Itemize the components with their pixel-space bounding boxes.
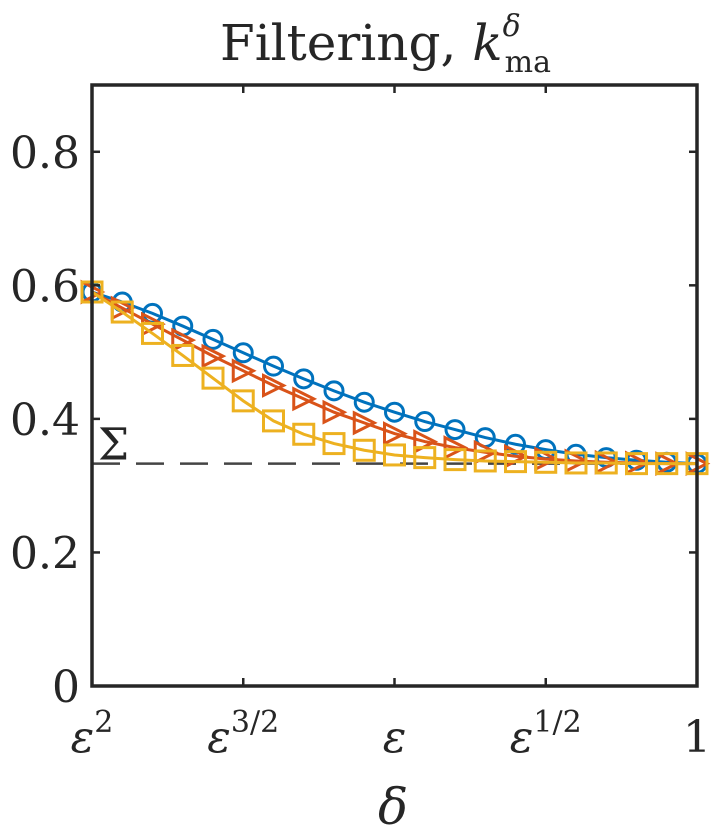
data-point-square	[413, 446, 437, 470]
x-tick-label: ε	[383, 712, 407, 763]
data-point-circle	[323, 380, 345, 402]
data-point-triangle-right	[262, 373, 287, 398]
series-group	[80, 279, 711, 477]
data-point-square	[110, 300, 134, 324]
reference-line-label: Σ	[98, 420, 129, 471]
y-axis-ticks: 0 0.2 0.4 0.6 0.8	[10, 128, 697, 713]
data-point-square	[625, 452, 648, 476]
y-tick-label: 0.6	[10, 261, 80, 312]
data-point-square	[473, 449, 497, 473]
data-point-square	[141, 321, 164, 345]
data-point-square	[322, 432, 346, 456]
data-point-square	[564, 451, 588, 475]
axes	[90, 83, 699, 688]
data-point-square	[655, 452, 679, 476]
data-point-triangle-right	[352, 410, 378, 436]
data-point-circle	[293, 368, 315, 390]
x-tick-label: ε3/2	[207, 705, 279, 763]
data-point-triangle-right	[231, 358, 257, 384]
series-square	[80, 280, 709, 476]
data-point-square	[292, 422, 316, 446]
data-point-square	[534, 450, 558, 474]
data-point-circle	[384, 401, 405, 423]
data-point-square	[443, 448, 467, 472]
data-point-square	[504, 450, 527, 474]
data-point-square	[594, 451, 618, 475]
data-point-square	[201, 366, 225, 390]
data-point-triangle-right	[201, 343, 227, 369]
data-point-circle	[202, 328, 224, 350]
x-tick-label: 1	[683, 712, 711, 763]
data-point-triangle-right	[322, 399, 348, 425]
data-point-square	[383, 443, 406, 467]
data-point-triangle-right	[383, 421, 408, 447]
data-point-triangle-right	[292, 386, 318, 412]
x-tick-label: ε1/2	[510, 705, 582, 763]
data-point-circle	[505, 433, 526, 455]
data-point-triangle-right	[443, 435, 469, 461]
data-point-square	[262, 409, 285, 433]
x-axis-ticks: ε2 ε3/2 ε ε1/2 1	[71, 85, 711, 763]
data-point-square	[352, 438, 376, 462]
plot-frame	[90, 83, 699, 688]
data-point-circle	[232, 342, 254, 364]
data-point-circle	[263, 355, 284, 377]
y-tick-label: 0.8	[10, 128, 80, 179]
data-point-circle	[353, 391, 375, 413]
data-point-circle	[414, 411, 436, 433]
y-tick-label: 0	[52, 662, 80, 713]
x-tick-label: ε2	[71, 705, 114, 763]
chart-title: Filtering, kδ ma	[220, 9, 551, 80]
y-tick-label: 0.4	[10, 395, 80, 446]
y-tick-label: 0.2	[10, 528, 80, 579]
data-point-square	[171, 343, 195, 367]
x-axis-label: δ	[378, 778, 408, 834]
data-point-square	[231, 389, 255, 413]
data-point-circle	[444, 419, 466, 441]
